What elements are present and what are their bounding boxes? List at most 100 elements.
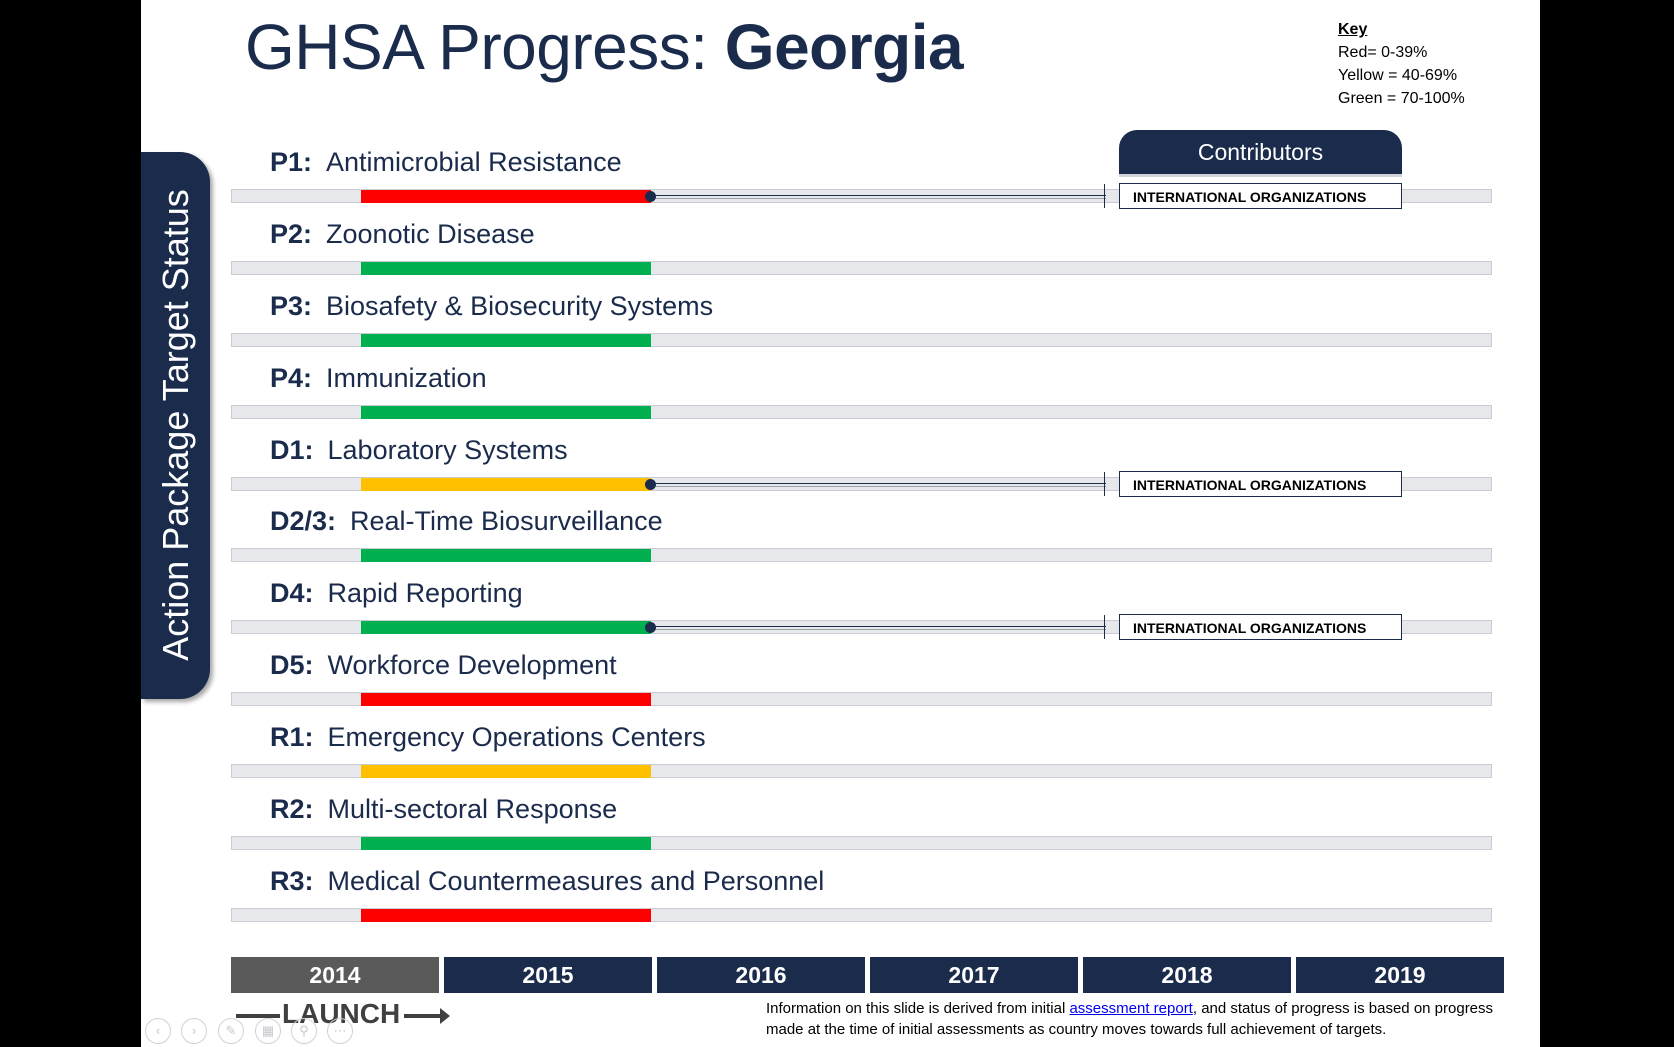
status-bar-green (361, 334, 651, 347)
status-bar-green (361, 406, 651, 419)
row-code: R3: (270, 866, 314, 896)
status-bar-red (361, 693, 651, 706)
contributors-header: Contributors (1119, 130, 1402, 177)
connector-line (650, 195, 1106, 196)
row-name: Multi-sectoral Response (327, 794, 618, 824)
footnote-after: , and status of progress is based on pro… (766, 1000, 1494, 1038)
contributor-box: INTERNATIONAL ORGANIZATIONS (1119, 471, 1402, 497)
progress-connector (645, 615, 1106, 639)
zoom-icon[interactable]: ⚲ (291, 1018, 317, 1044)
row-label: R3: Medical Countermeasures and Personnel (270, 866, 824, 897)
action-package-row: P2: Zoonotic Disease (141, 219, 1540, 291)
row-label: P3: Biosafety & Biosecurity Systems (270, 291, 713, 322)
action-package-row: P1: Antimicrobial Resistance INTERNATIONAL… (141, 147, 1540, 219)
row-name: Laboratory Systems (327, 435, 568, 465)
row-label: D4: Rapid Reporting (270, 578, 523, 609)
year-2018: 2018 (1083, 957, 1291, 993)
connector-line-shadow (650, 198, 1106, 199)
row-code: D5: (270, 650, 314, 680)
status-bar-red (361, 909, 651, 922)
title-country: Georgia (724, 11, 964, 83)
connector-line-shadow (650, 486, 1106, 487)
status-bar-green (361, 621, 651, 634)
page-title: GHSA Progress: Georgia (245, 10, 964, 84)
row-code: R2: (270, 794, 314, 824)
footnote: Information on this slide is derived fro… (766, 998, 1526, 1040)
side-tab: Action Package Target Status (141, 152, 210, 699)
pen-icon[interactable]: ✎ (218, 1018, 244, 1044)
row-code: P4: (270, 363, 313, 393)
row-label: D1: Laboratory Systems (270, 435, 568, 466)
row-code: P2: (270, 219, 313, 249)
row-name: Biosafety & Biosecurity Systems (326, 291, 714, 321)
launch-dash (236, 1013, 280, 1018)
row-name: Zoonotic Disease (326, 219, 535, 249)
action-package-row: R3: Medical Countermeasures and Personnel (141, 866, 1540, 938)
connector-end-tick (1104, 615, 1105, 639)
row-name: Medical Countermeasures and Personnel (327, 866, 825, 896)
row-name: Immunization (326, 363, 487, 393)
key-title: Key (1338, 21, 1368, 38)
connector-dot (645, 479, 656, 490)
connector-end-tick (1104, 184, 1105, 208)
row-code: R1: (270, 722, 314, 752)
slides-grid-icon[interactable]: ▦ (255, 1018, 281, 1044)
row-label: P2: Zoonotic Disease (270, 219, 535, 250)
key-item-yellow: Yellow = 40-69% (1338, 67, 1458, 84)
progress-connector (645, 184, 1106, 208)
row-code: D1: (270, 435, 314, 465)
row-label: R1: Emergency Operations Centers (270, 722, 706, 753)
row-label: P1: Antimicrobial Resistance (270, 147, 622, 178)
status-bar-yellow (361, 478, 651, 491)
row-code: D2/3: (270, 506, 337, 536)
next-slide-icon[interactable]: › (181, 1018, 207, 1044)
previous-slide-icon[interactable]: ‹ (145, 1018, 171, 1044)
connector-line-shadow (650, 629, 1106, 630)
action-package-row: P3: Biosafety & Biosecurity Systems (141, 291, 1540, 363)
row-label: R2: Multi-sectoral Response (270, 794, 617, 825)
status-bar-red (361, 190, 651, 203)
connector-line (650, 483, 1106, 484)
action-package-row: D1: Laboratory Systems INTERNATIONAL ORGAN… (141, 435, 1540, 507)
row-name: Workforce Development (327, 650, 617, 680)
key-item-red: Red= 0-39% (1338, 44, 1428, 61)
row-code: P3: (270, 291, 313, 321)
action-package-row: D2/3: Real-Time Biosurveillance (141, 506, 1540, 578)
row-code: D4: (270, 578, 314, 608)
year-2017: 2017 (870, 957, 1078, 993)
action-package-row: R1: Emergency Operations Centers (141, 722, 1540, 794)
row-name: Antimicrobial Resistance (326, 147, 622, 177)
year-2015: 2015 (444, 957, 652, 993)
key-item-green: Green = 70-100% (1338, 90, 1465, 107)
color-key: Key Red= 0-39% Yellow = 40-69% Green = 7… (1338, 18, 1465, 110)
year-2019: 2019 (1296, 957, 1504, 993)
row-label: D2/3: Real-Time Biosurveillance (270, 506, 663, 537)
row-name: Real-Time Biosurveillance (350, 506, 663, 536)
status-bar-green (361, 549, 651, 562)
row-name: Emergency Operations Centers (327, 722, 706, 752)
row-label: D5: Workforce Development (270, 650, 617, 681)
footnote-before: Information on this slide is derived fro… (766, 1000, 1070, 1017)
action-package-row: P4: Immunization (141, 363, 1540, 435)
status-bar-green (361, 262, 651, 275)
action-package-row: D4: Rapid Reporting INTERNATIONAL ORGANIZA… (141, 578, 1540, 650)
slide: GHSA Progress: Georgia Key Red= 0-39% Ye… (141, 0, 1540, 1047)
connector-dot (645, 191, 656, 202)
status-bar-yellow (361, 765, 651, 778)
status-bar-green (361, 837, 651, 850)
contributor-box: INTERNATIONAL ORGANIZATIONS (1119, 183, 1402, 209)
contributor-box: INTERNATIONAL ORGANIZATIONS (1119, 614, 1402, 640)
row-code: P1: (270, 147, 313, 177)
row-label: P4: Immunization (270, 363, 487, 394)
title-prefix: GHSA Progress: (245, 11, 725, 83)
connector-end-tick (1104, 472, 1105, 496)
arrow-right-icon (404, 1007, 451, 1024)
connector-dot (645, 622, 656, 633)
connector-line (650, 626, 1106, 627)
assessment-report-link[interactable]: assessment report (1069, 1000, 1193, 1017)
more-options-icon[interactable]: ⋯ (327, 1018, 353, 1044)
row-name: Rapid Reporting (327, 578, 523, 608)
progress-connector (645, 472, 1106, 496)
year-2014: 2014 (231, 957, 439, 993)
action-package-row: D5: Workforce Development (141, 650, 1540, 722)
